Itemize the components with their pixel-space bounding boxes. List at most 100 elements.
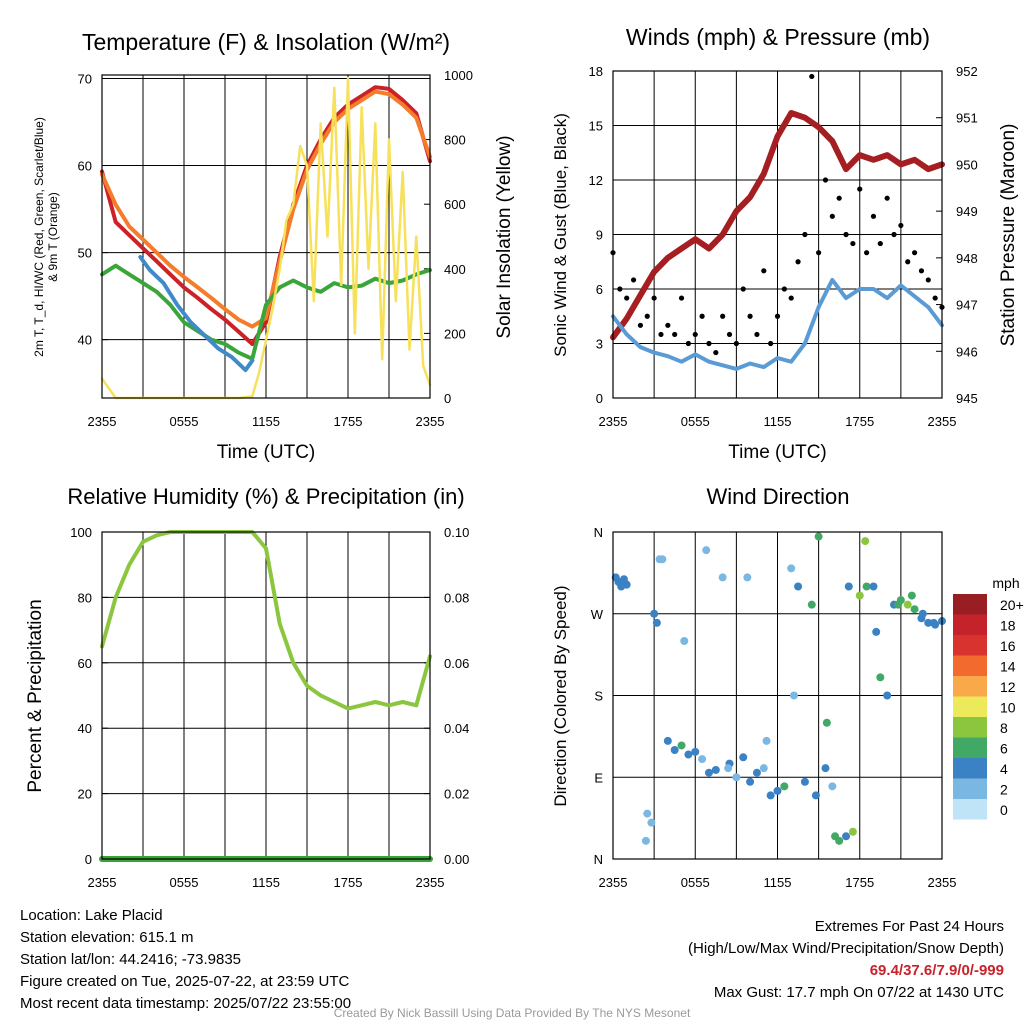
plot-area-2 [610, 73, 945, 371]
y-tick-label: E [594, 770, 603, 785]
chart-title: Winds (mph) & Pressure (mb) [626, 24, 930, 50]
created-text: Figure created on Tue, 2025-07-22, at 23… [20, 973, 350, 990]
direction-point [718, 573, 727, 582]
legend-swatch [953, 635, 987, 656]
chart-title: Wind Direction [706, 484, 849, 509]
y-axis-label-left: 2m T, T_d, HI/WC (Red, Green, Scarlet/Bl… [32, 117, 46, 357]
direction-point [652, 618, 661, 627]
direction-point [883, 691, 892, 700]
direction-point [807, 600, 816, 609]
direction-point [910, 605, 919, 614]
legend-label: 14 [1000, 659, 1016, 675]
direction-point [800, 777, 809, 786]
direction-point [828, 782, 837, 791]
gust-point [850, 240, 856, 247]
direction-point [811, 791, 820, 800]
gust-point [768, 340, 774, 347]
legend-swatch [953, 655, 987, 676]
direction-point [848, 827, 857, 836]
legend-title: mph [992, 575, 1019, 591]
y-tick-label: 0 [596, 391, 603, 406]
direction-point [647, 818, 656, 827]
direction-point [643, 809, 652, 818]
series-line-pressure [610, 110, 945, 341]
x-tick-label: 1155 [764, 414, 792, 429]
gust-point [713, 349, 719, 356]
gust-point [898, 222, 904, 229]
direction-point [862, 582, 871, 591]
direction-point [773, 786, 782, 795]
y-tick-label: 9 [596, 228, 603, 243]
gust-point [665, 322, 671, 328]
direction-point [702, 546, 711, 555]
y-right-tick-label: 950 [956, 157, 978, 172]
gust-point [857, 186, 863, 192]
direction-point [752, 768, 761, 777]
direction-point [855, 591, 864, 600]
extremes-info: Extremes For Past 24 Hours (High/Low/Max… [688, 916, 1004, 1004]
legend-label: 20+ [1000, 597, 1024, 613]
y-right-tick-label: 0.06 [444, 656, 469, 671]
gust-point [788, 295, 794, 301]
y-tick-label: 12 [589, 173, 603, 188]
direction-point [929, 618, 938, 627]
y-tick-label: 50 [78, 246, 92, 261]
gust-point [672, 331, 678, 338]
chart-title: Temperature (F) & Insolation (W/m²) [82, 29, 450, 55]
direction-point [907, 591, 916, 600]
gust-point [774, 313, 781, 319]
y-right-tick-label: 949 [956, 204, 978, 219]
x-tick-label: 2355 [88, 875, 117, 890]
x-tick-label: 2355 [416, 414, 445, 429]
x-tick-label: 2355 [928, 414, 957, 429]
gust-point [795, 259, 801, 265]
y-axis-label-left: Direction (Colored By Speed) [551, 585, 570, 806]
direction-point [787, 564, 796, 573]
y-axis-label-left: Percent & Precipitation [25, 599, 46, 792]
direction-point [739, 753, 748, 762]
location-text: Location: Lake Placid [20, 907, 163, 924]
y-tick-label: 70 [78, 71, 92, 86]
y-tick-label: W [591, 607, 604, 622]
y-tick-label: 100 [70, 525, 92, 540]
y-tick-label: 60 [78, 656, 92, 671]
gust-point [699, 313, 705, 319]
x-tick-label: 2355 [88, 414, 117, 429]
legend-label: 8 [1000, 720, 1008, 736]
plot-area-4 [611, 532, 946, 845]
gust-point [877, 240, 883, 247]
y-right-tick-label: 1000 [444, 68, 473, 83]
x-tick-label: 2355 [599, 414, 628, 429]
direction-point [766, 791, 775, 800]
direction-point [794, 582, 803, 591]
gust-point [781, 286, 787, 292]
y-tick-label: N [594, 852, 603, 867]
gust-point [658, 331, 664, 338]
direction-point [903, 600, 912, 609]
gust-point [630, 277, 637, 283]
gust-point [918, 268, 925, 274]
y-tick-label: 60 [78, 159, 92, 174]
legend-label: 0 [1000, 802, 1008, 818]
gust-point [720, 313, 726, 319]
legend-swatch [953, 676, 987, 697]
y-tick-label: 6 [596, 282, 603, 297]
y-right-tick-label: 0.00 [444, 852, 469, 867]
station-info: Location: Lake Placid Station elevation:… [20, 905, 351, 1015]
gust-point [822, 177, 829, 183]
direction-point [924, 618, 933, 627]
direction-point [759, 764, 768, 773]
gust-point [740, 286, 746, 292]
elevation-text: Station elevation: 615.1 m [20, 929, 194, 946]
direction-point [814, 532, 823, 541]
gust-point [733, 340, 739, 347]
gust-point [651, 295, 657, 301]
x-tick-label: 0555 [681, 414, 710, 429]
y-tick-label: N [594, 525, 603, 540]
gust-point [905, 259, 911, 265]
y-right-tick-label: 400 [444, 262, 466, 277]
y-tick-label: S [594, 689, 603, 704]
y-right-tick-label: 0.08 [444, 590, 469, 605]
direction-point [743, 573, 752, 582]
y-right-tick-label: 945 [956, 391, 978, 406]
